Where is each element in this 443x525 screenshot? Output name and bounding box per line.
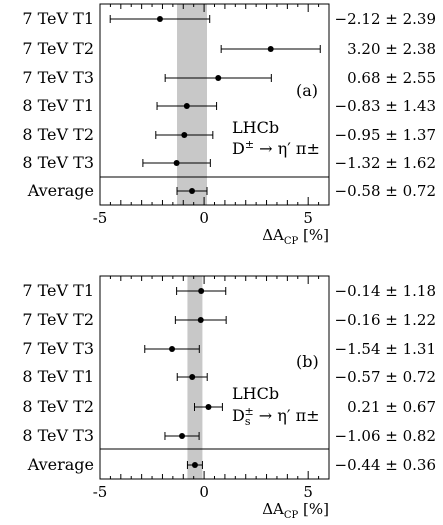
row-label: 8 TeV T3 (22, 426, 94, 445)
data-row: 8 TeV T1 −0.57 ± 0.72 (22, 367, 436, 386)
x-axis-title: ΔACP [%] (262, 226, 329, 247)
row-label: 7 TeV T2 (22, 310, 94, 329)
row-value-label: −0.58 ± 0.72 (335, 182, 436, 200)
row-label: 8 TeV T3 (22, 153, 94, 172)
data-row: 7 TeV T1 −2.12 ± 2.39 (22, 9, 436, 28)
experiment-label: LHCb (232, 384, 279, 403)
data-row: 7 TeV T3 −1.54 ± 1.31 (22, 339, 436, 358)
x-tick-label: -5 (93, 483, 108, 501)
data-point (181, 132, 188, 138)
row-value-label: −0.83 ± 1.43 (335, 97, 436, 115)
row-value-label: −1.06 ± 0.82 (335, 427, 436, 445)
data-row: 8 TeV T1 −0.83 ± 1.43 (22, 96, 436, 115)
row-value-label: −1.54 ± 1.31 (335, 340, 436, 358)
data-row: 7 TeV T3 0.68 ± 2.55 (22, 68, 436, 87)
row-label: 7 TeV T1 (22, 281, 94, 300)
data-row: 8 TeV T2 0.21 ± 0.67 (22, 397, 436, 416)
row-label: 8 TeV T2 (22, 397, 94, 416)
row-value-label: −0.44 ± 0.36 (335, 456, 436, 474)
row-label: 7 TeV T3 (22, 68, 94, 87)
row-label: Average (27, 181, 94, 200)
decay-label: D± → η′ π± (232, 138, 320, 158)
data-point (173, 160, 180, 166)
data-point (156, 16, 163, 22)
row-value-label: −0.14 ± 1.18 (335, 282, 436, 300)
row-value-label: 3.20 ± 2.38 (347, 40, 436, 58)
x-tick-label: -5 (93, 209, 108, 227)
data-row: Average −0.44 ± 0.36 (27, 455, 436, 474)
row-value-label: −0.16 ± 1.22 (335, 311, 436, 329)
data-point (215, 75, 222, 81)
data-point (179, 433, 186, 439)
data-point (191, 462, 198, 468)
row-label: 8 TeV T1 (22, 367, 94, 386)
data-point (198, 288, 205, 294)
plot-frame (99, 3, 330, 206)
data-row: Average −0.58 ± 0.72 (27, 181, 436, 200)
row-label: 8 TeV T2 (22, 125, 94, 144)
data-point (205, 404, 212, 410)
row-value-label: −0.95 ± 1.37 (335, 126, 436, 144)
data-point (169, 346, 176, 352)
row-value-label: −2.12 ± 2.39 (335, 10, 436, 28)
data-row: 8 TeV T3 −1.06 ± 0.82 (22, 426, 436, 445)
row-label: 7 TeV T2 (22, 39, 94, 58)
experiment-label: LHCb (232, 118, 279, 137)
data-point (189, 374, 196, 380)
row-label: 8 TeV T1 (22, 96, 94, 115)
x-tick-label: 0 (199, 209, 209, 227)
row-value-label: 0.68 ± 2.55 (347, 69, 436, 87)
data-row: 7 TeV T1 −0.14 ± 1.18 (22, 281, 436, 300)
row-value-label: 0.21 ± 0.67 (347, 398, 436, 416)
row-value-label: −0.57 ± 0.72 (335, 368, 436, 386)
x-tick-label: 5 (303, 209, 313, 227)
data-point (183, 103, 190, 109)
data-row: 7 TeV T2 −0.16 ± 1.22 (22, 310, 436, 329)
row-label: 7 TeV T1 (22, 9, 94, 28)
row-label: Average (27, 455, 94, 474)
data-point (189, 188, 196, 194)
data-row: 7 TeV T2 3.20 ± 2.38 (22, 39, 436, 58)
data-row: 8 TeV T2 −0.95 ± 1.37 (22, 125, 436, 144)
average-band (177, 4, 208, 205)
data-point (197, 317, 204, 323)
x-axis-title: ΔACP [%] (262, 500, 329, 521)
data-point (267, 46, 274, 52)
decay-label: Ds± → η′ π± (232, 405, 320, 428)
data-row: 8 TeV T3 −1.32 ± 1.62 (22, 153, 436, 172)
panel-label: (a) (296, 81, 318, 100)
x-tick-label: 0 (199, 483, 209, 501)
panel-label: (b) (296, 352, 319, 371)
row-label: 7 TeV T3 (22, 339, 94, 358)
row-value-label: −1.32 ± 1.62 (335, 154, 436, 172)
x-tick-label: 5 (303, 483, 313, 501)
